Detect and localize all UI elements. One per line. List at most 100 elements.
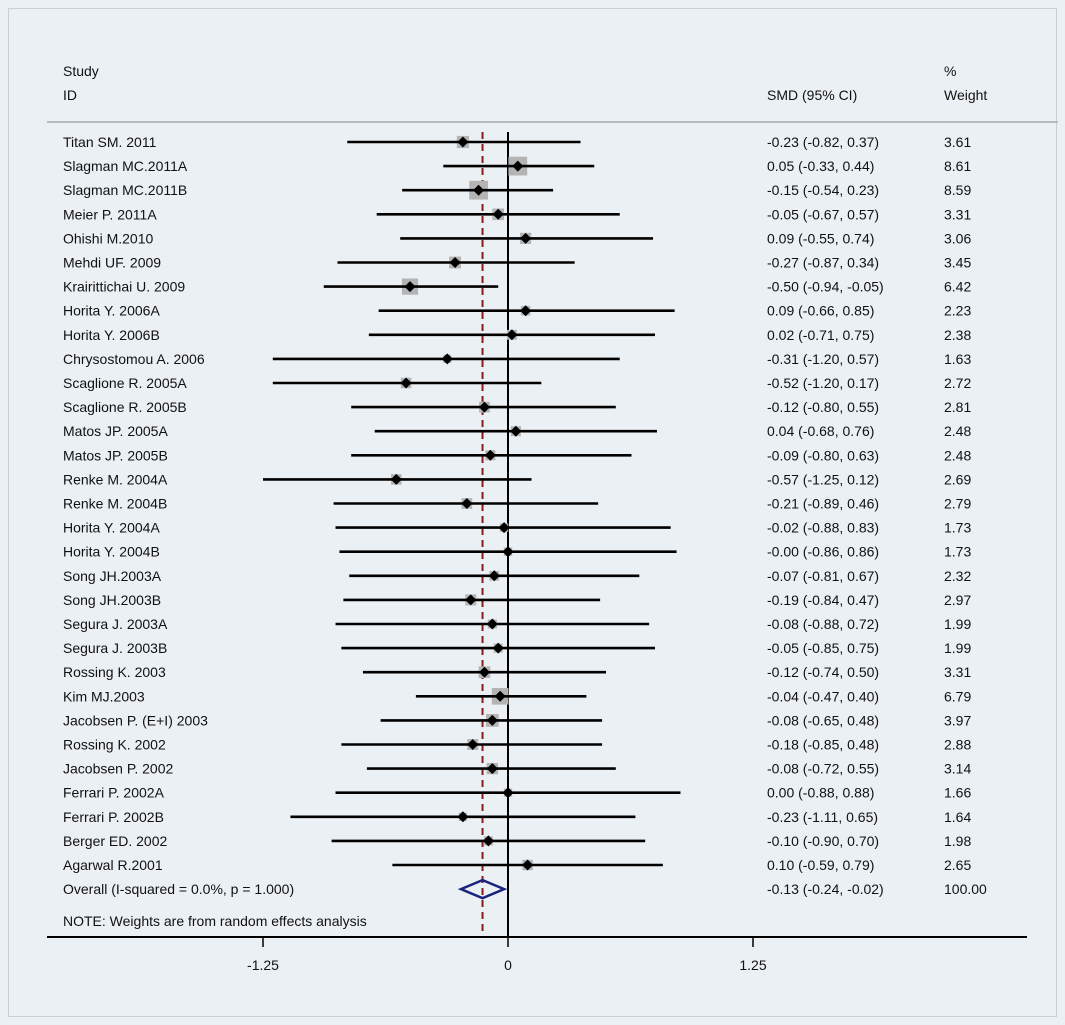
point-estimate bbox=[478, 401, 490, 413]
study-label: Kim MJ.2003 bbox=[63, 688, 145, 704]
point-estimate bbox=[494, 690, 506, 702]
point-estimate bbox=[510, 425, 522, 437]
weight-value: 6.79 bbox=[944, 688, 971, 704]
point-estimate bbox=[465, 594, 477, 606]
study-label: Scaglione R. 2005B bbox=[63, 399, 187, 415]
point-estimate bbox=[506, 329, 518, 341]
smd-ci-value: -0.15 (-0.54, 0.23) bbox=[767, 182, 879, 198]
smd-ci-value: 0.00 (-0.88, 0.88) bbox=[767, 785, 874, 801]
smd-ci-value: -0.12 (-0.80, 0.55) bbox=[767, 399, 879, 415]
point-estimate bbox=[486, 618, 498, 630]
overall-label: Overall (I-squared = 0.0%, p = 1.000) bbox=[63, 881, 294, 897]
study-label: Horita Y. 2006A bbox=[63, 303, 160, 319]
smd-ci-value: 0.04 (-0.68, 0.76) bbox=[767, 423, 874, 439]
point-estimate bbox=[449, 257, 461, 268]
study-label: Ferrari P. 2002A bbox=[63, 785, 165, 801]
study-label: Rossing K. 2002 bbox=[63, 737, 166, 753]
point-estimate bbox=[520, 305, 532, 317]
x-tick-label: 0 bbox=[504, 957, 512, 973]
weight-value: 1.73 bbox=[944, 544, 971, 560]
point-estimate bbox=[467, 739, 479, 750]
smd-ci-value: -0.10 (-0.90, 0.70) bbox=[767, 833, 879, 849]
weight-value: 1.99 bbox=[944, 616, 971, 632]
weight-value: 2.48 bbox=[944, 423, 971, 439]
point-estimate bbox=[473, 184, 485, 196]
weight-value: 2.79 bbox=[944, 496, 971, 512]
header-id: ID bbox=[63, 87, 77, 103]
point-estimate bbox=[478, 666, 490, 678]
smd-ci-value: -0.07 (-0.81, 0.67) bbox=[767, 568, 879, 584]
weight-value: 8.59 bbox=[944, 182, 971, 198]
smd-ci-value: -0.23 (-1.11, 0.65) bbox=[767, 809, 878, 825]
weight-value: 2.69 bbox=[944, 471, 971, 487]
study-label: Renke M. 2004B bbox=[63, 496, 167, 512]
overall-weight: 100.00 bbox=[944, 881, 987, 897]
x-tick-label: 1.25 bbox=[739, 957, 766, 973]
smd-ci-value: -0.12 (-0.74, 0.50) bbox=[767, 664, 879, 680]
weight-value: 1.64 bbox=[944, 809, 971, 825]
smd-ci-value: -0.19 (-0.84, 0.47) bbox=[767, 592, 879, 608]
study-label: Song JH.2003B bbox=[63, 592, 161, 608]
forest-plot-panel: Study ID SMD (95% CI) % Weight Titan SM.… bbox=[8, 8, 1058, 1017]
weight-value: 3.06 bbox=[944, 230, 971, 246]
study-label: Renke M. 2004A bbox=[63, 471, 168, 487]
point-estimate bbox=[390, 473, 402, 485]
weight-value: 2.97 bbox=[944, 592, 971, 608]
study-label: Ohishi M.2010 bbox=[63, 230, 153, 246]
weight-value: 2.65 bbox=[944, 857, 971, 873]
point-estimate bbox=[502, 546, 514, 558]
weight-value: 1.73 bbox=[944, 520, 971, 536]
study-label: Segura J. 2003B bbox=[63, 640, 167, 656]
point-estimate bbox=[404, 281, 416, 293]
study-label: Slagman MC.2011A bbox=[63, 158, 188, 174]
header-weight: Weight bbox=[944, 87, 987, 103]
study-label: Rossing K. 2003 bbox=[63, 664, 166, 680]
smd-ci-value: 0.10 (-0.59, 0.79) bbox=[767, 857, 874, 873]
study-label: Berger ED. 2002 bbox=[63, 833, 167, 849]
smd-ci-value: -0.08 (-0.72, 0.55) bbox=[767, 761, 879, 777]
weight-value: 2.32 bbox=[944, 568, 971, 584]
header-percent: % bbox=[944, 63, 956, 79]
point-estimate bbox=[484, 449, 496, 461]
weight-value: 2.48 bbox=[944, 447, 971, 463]
smd-ci-value: -0.05 (-0.67, 0.57) bbox=[767, 206, 879, 222]
smd-ci-value: -0.08 (-0.65, 0.48) bbox=[767, 712, 879, 728]
point-estimate bbox=[492, 642, 504, 654]
point-estimate bbox=[486, 763, 498, 775]
point-estimate bbox=[482, 835, 494, 847]
study-label: Song JH.2003A bbox=[63, 568, 162, 584]
weight-value: 1.99 bbox=[944, 640, 971, 656]
study-label: Jacobsen P. 2002 bbox=[63, 761, 173, 777]
study-label: Ferrari P. 2002B bbox=[63, 809, 164, 825]
smd-ci-value: -0.00 (-0.86, 0.86) bbox=[767, 544, 879, 560]
smd-ci-value: 0.09 (-0.66, 0.85) bbox=[767, 303, 874, 319]
point-estimate bbox=[522, 859, 534, 871]
weight-value: 1.98 bbox=[944, 833, 971, 849]
overall-diamond bbox=[457, 878, 508, 900]
weight-value: 3.45 bbox=[944, 255, 971, 271]
weight-value: 8.61 bbox=[944, 158, 971, 174]
smd-ci-value: 0.09 (-0.55, 0.74) bbox=[767, 230, 874, 246]
weight-value: 2.88 bbox=[944, 737, 971, 753]
overall-smd-ci: -0.13 (-0.24, -0.02) bbox=[767, 881, 884, 897]
weight-value: 3.31 bbox=[944, 206, 971, 222]
point-estimate bbox=[502, 787, 514, 799]
study-label: Matos JP. 2005B bbox=[63, 447, 168, 463]
point-estimate bbox=[486, 714, 498, 726]
header-study: Study bbox=[63, 63, 99, 79]
smd-ci-value: -0.02 (-0.88, 0.83) bbox=[767, 520, 879, 536]
weight-value: 2.72 bbox=[944, 375, 971, 391]
study-label: Scaglione R. 2005A bbox=[63, 375, 187, 391]
weight-value: 2.23 bbox=[944, 303, 971, 319]
smd-ci-value: -0.50 (-0.94, -0.05) bbox=[767, 279, 884, 295]
study-label: Jacobsen P. (E+I) 2003 bbox=[63, 712, 208, 728]
smd-ci-value: -0.09 (-0.80, 0.63) bbox=[767, 447, 879, 463]
smd-ci-value: 0.05 (-0.33, 0.44) bbox=[767, 158, 874, 174]
study-label: Matos JP. 2005A bbox=[63, 423, 168, 439]
point-estimate bbox=[492, 208, 504, 220]
point-estimate bbox=[498, 522, 510, 534]
forest-plot: Study ID SMD (95% CI) % Weight Titan SM.… bbox=[47, 63, 1058, 973]
weight-value: 6.42 bbox=[944, 279, 971, 295]
point-estimate bbox=[457, 811, 469, 823]
smd-ci-value: -0.23 (-0.82, 0.37) bbox=[767, 134, 879, 150]
